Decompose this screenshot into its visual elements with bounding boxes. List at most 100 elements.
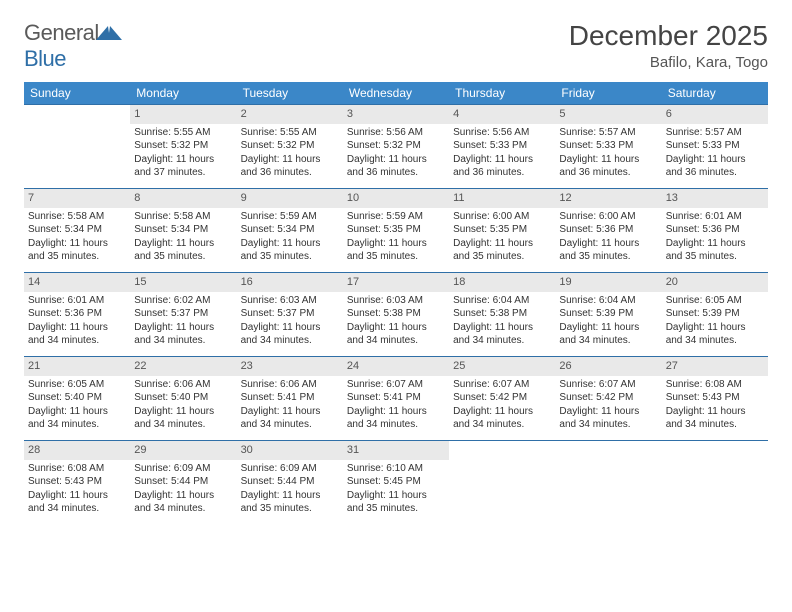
daylight-text: Daylight: 11 hours and 36 minutes. [347,153,445,180]
day-number: 4 [449,105,555,124]
weekday-header: Tuesday [237,82,343,105]
sunrise-text: Sunrise: 6:02 AM [134,294,232,308]
calendar-day-cell: 3Sunrise: 5:56 AMSunset: 5:32 PMDaylight… [343,105,449,189]
day-number [662,441,768,460]
day-details: Sunrise: 6:03 AMSunset: 5:38 PMDaylight:… [343,292,449,352]
day-details: Sunrise: 6:10 AMSunset: 5:45 PMDaylight:… [343,460,449,520]
day-number: 22 [130,357,236,376]
month-title: December 2025 [569,20,768,52]
sunrise-text: Sunrise: 5:59 AM [347,210,445,224]
daylight-text: Daylight: 11 hours and 34 minutes. [134,405,232,432]
weekday-header: Wednesday [343,82,449,105]
sunrise-text: Sunrise: 6:05 AM [28,378,126,392]
daylight-text: Daylight: 11 hours and 35 minutes. [559,237,657,264]
day-number: 16 [237,273,343,292]
day-details: Sunrise: 6:04 AMSunset: 5:38 PMDaylight:… [449,292,555,352]
calendar-day-cell: 13Sunrise: 6:01 AMSunset: 5:36 PMDayligh… [662,189,768,273]
day-number [24,105,130,124]
day-details: Sunrise: 6:05 AMSunset: 5:39 PMDaylight:… [662,292,768,352]
sunrise-text: Sunrise: 6:07 AM [347,378,445,392]
sunset-text: Sunset: 5:36 PM [559,223,657,237]
weekday-row: SundayMondayTuesdayWednesdayThursdayFrid… [24,82,768,105]
sunset-text: Sunset: 5:37 PM [134,307,232,321]
day-number [555,441,661,460]
sunset-text: Sunset: 5:38 PM [453,307,551,321]
day-number: 11 [449,189,555,208]
daylight-text: Daylight: 11 hours and 35 minutes. [666,237,764,264]
daylight-text: Daylight: 11 hours and 34 minutes. [559,321,657,348]
sunrise-text: Sunrise: 6:09 AM [134,462,232,476]
sunset-text: Sunset: 5:44 PM [134,475,232,489]
sunset-text: Sunset: 5:37 PM [241,307,339,321]
day-number: 15 [130,273,236,292]
calendar-body: 1Sunrise: 5:55 AMSunset: 5:32 PMDaylight… [24,105,768,525]
sunset-text: Sunset: 5:33 PM [453,139,551,153]
day-number: 8 [130,189,236,208]
day-number: 31 [343,441,449,460]
sunset-text: Sunset: 5:39 PM [666,307,764,321]
weekday-header: Thursday [449,82,555,105]
calendar-day-cell [24,105,130,189]
sunset-text: Sunset: 5:39 PM [559,307,657,321]
calendar-day-cell: 23Sunrise: 6:06 AMSunset: 5:41 PMDayligh… [237,357,343,441]
daylight-text: Daylight: 11 hours and 34 minutes. [347,321,445,348]
daylight-text: Daylight: 11 hours and 35 minutes. [453,237,551,264]
calendar-day-cell: 25Sunrise: 6:07 AMSunset: 5:42 PMDayligh… [449,357,555,441]
calendar-week-row: 28Sunrise: 6:08 AMSunset: 5:43 PMDayligh… [24,441,768,525]
calendar-day-cell: 24Sunrise: 6:07 AMSunset: 5:41 PMDayligh… [343,357,449,441]
sunset-text: Sunset: 5:32 PM [347,139,445,153]
sunrise-text: Sunrise: 6:08 AM [666,378,764,392]
daylight-text: Daylight: 11 hours and 34 minutes. [28,489,126,516]
day-details: Sunrise: 6:00 AMSunset: 5:36 PMDaylight:… [555,208,661,268]
sunset-text: Sunset: 5:41 PM [241,391,339,405]
calendar-day-cell: 12Sunrise: 6:00 AMSunset: 5:36 PMDayligh… [555,189,661,273]
sunset-text: Sunset: 5:35 PM [453,223,551,237]
sunrise-text: Sunrise: 6:00 AM [453,210,551,224]
daylight-text: Daylight: 11 hours and 35 minutes. [347,489,445,516]
daylight-text: Daylight: 11 hours and 34 minutes. [28,321,126,348]
calendar-day-cell: 11Sunrise: 6:00 AMSunset: 5:35 PMDayligh… [449,189,555,273]
day-details: Sunrise: 5:55 AMSunset: 5:32 PMDaylight:… [237,124,343,184]
sunset-text: Sunset: 5:42 PM [559,391,657,405]
calendar-day-cell [662,441,768,525]
header: General Blue December 2025 Bafilo, Kara,… [24,20,768,72]
title-block: December 2025 Bafilo, Kara, Togo [569,20,768,71]
day-number: 19 [555,273,661,292]
sunrise-text: Sunrise: 6:09 AM [241,462,339,476]
day-number: 17 [343,273,449,292]
daylight-text: Daylight: 11 hours and 36 minutes. [666,153,764,180]
day-details: Sunrise: 6:03 AMSunset: 5:37 PMDaylight:… [237,292,343,352]
day-number: 30 [237,441,343,460]
day-number: 10 [343,189,449,208]
sunrise-text: Sunrise: 6:03 AM [241,294,339,308]
daylight-text: Daylight: 11 hours and 34 minutes. [559,405,657,432]
calendar-day-cell: 8Sunrise: 5:58 AMSunset: 5:34 PMDaylight… [130,189,236,273]
calendar-day-cell: 20Sunrise: 6:05 AMSunset: 5:39 PMDayligh… [662,273,768,357]
day-details: Sunrise: 5:59 AMSunset: 5:34 PMDaylight:… [237,208,343,268]
calendar-day-cell [449,441,555,525]
day-details: Sunrise: 6:04 AMSunset: 5:39 PMDaylight:… [555,292,661,352]
day-details: Sunrise: 6:07 AMSunset: 5:42 PMDaylight:… [449,376,555,436]
day-details: Sunrise: 5:59 AMSunset: 5:35 PMDaylight:… [343,208,449,268]
calendar-day-cell: 30Sunrise: 6:09 AMSunset: 5:44 PMDayligh… [237,441,343,525]
daylight-text: Daylight: 11 hours and 36 minutes. [241,153,339,180]
sunrise-text: Sunrise: 6:04 AM [453,294,551,308]
sunset-text: Sunset: 5:38 PM [347,307,445,321]
daylight-text: Daylight: 11 hours and 34 minutes. [347,405,445,432]
sunset-text: Sunset: 5:45 PM [347,475,445,489]
daylight-text: Daylight: 11 hours and 34 minutes. [134,489,232,516]
calendar-day-cell: 6Sunrise: 5:57 AMSunset: 5:33 PMDaylight… [662,105,768,189]
sunset-text: Sunset: 5:34 PM [241,223,339,237]
day-details: Sunrise: 6:00 AMSunset: 5:35 PMDaylight:… [449,208,555,268]
day-number: 24 [343,357,449,376]
logo-part2: Blue [24,46,66,71]
day-details: Sunrise: 6:09 AMSunset: 5:44 PMDaylight:… [130,460,236,520]
sunset-text: Sunset: 5:34 PM [134,223,232,237]
calendar-week-row: 14Sunrise: 6:01 AMSunset: 5:36 PMDayligh… [24,273,768,357]
calendar-day-cell: 21Sunrise: 6:05 AMSunset: 5:40 PMDayligh… [24,357,130,441]
day-number: 6 [662,105,768,124]
calendar-day-cell: 19Sunrise: 6:04 AMSunset: 5:39 PMDayligh… [555,273,661,357]
calendar-day-cell: 27Sunrise: 6:08 AMSunset: 5:43 PMDayligh… [662,357,768,441]
daylight-text: Daylight: 11 hours and 35 minutes. [241,237,339,264]
sunrise-text: Sunrise: 6:04 AM [559,294,657,308]
